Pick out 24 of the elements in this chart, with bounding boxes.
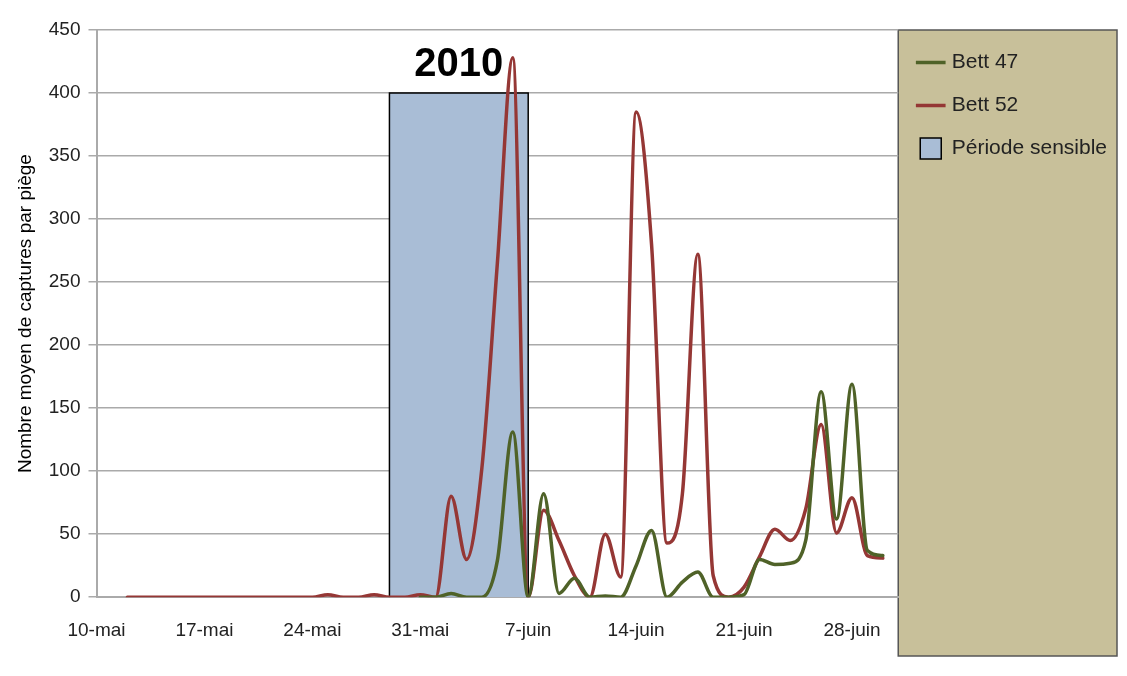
y-axis-title: Nombre moyen de captures par piège [13,154,35,474]
x-tick-label: 17-mai [175,618,234,640]
x-tick-label: 14-juin [607,618,665,640]
y-tick-label: 250 [48,270,81,292]
y-tick-label: 300 [48,207,81,229]
x-tick-label: 24-mai [283,618,342,640]
x-tick-label: 21-juin [715,618,773,640]
y-tick-label: 200 [48,333,81,355]
annotation: 2010 [414,40,504,85]
legend-label: Bett 47 [951,49,1019,73]
y-tick-label: 50 [59,522,81,544]
x-tick-label: 10-mai [67,618,126,640]
y-tick-label: 100 [48,459,81,481]
y-tick-label: 400 [48,81,81,103]
x-tick-label: 31-mai [391,618,450,640]
y-tick-label: 150 [48,396,81,418]
legend-label: Période sensible [951,135,1107,159]
y-tick-label: 0 [69,585,81,607]
y-tick-label: 450 [48,18,81,40]
line-series [418,382,885,598]
legend-label: Bett 52 [951,92,1019,116]
y-tick-label: 350 [48,144,81,166]
x-tick-label: 7-juin [504,618,552,640]
x-tick-label: 28-juin [823,618,881,640]
